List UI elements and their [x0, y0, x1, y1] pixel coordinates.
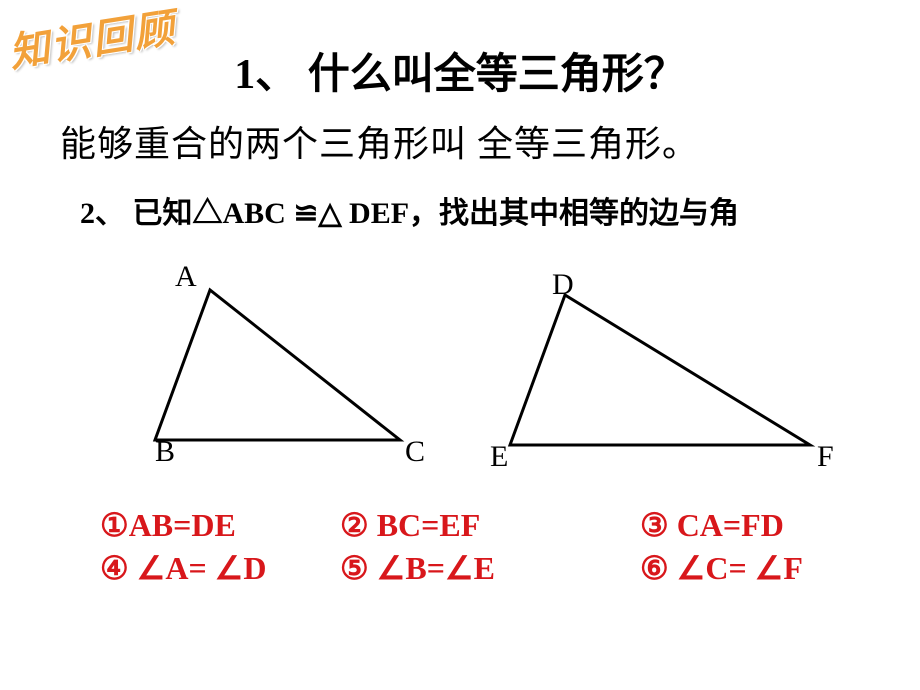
triangles-svg: [0, 260, 920, 490]
vertex-label-d: D: [552, 268, 574, 302]
answer-5: ⑤ ∠B=∠E: [340, 547, 640, 590]
question-2-text: 2、 已知△ABC ≌△ DEF，找出其中相等的边与角: [80, 188, 880, 232]
vertex-label-b: B: [155, 435, 175, 469]
answer-1: ①AB=DE: [100, 504, 340, 547]
triangle-def: [510, 295, 810, 445]
triangles-diagram: A B C D E F: [0, 260, 920, 490]
vertex-label-f: F: [817, 440, 834, 474]
question-1-title: 1、 什么叫全等三角形？: [0, 40, 920, 101]
answers-block: ①AB=DE ② BC=EF ③ CA=FD ④ ∠A= ∠D ⑤ ∠B=∠E …: [100, 504, 860, 590]
answers-row-2: ④ ∠A= ∠D ⑤ ∠B=∠E ⑥ ∠C= ∠F: [100, 547, 860, 590]
vertex-label-c: C: [405, 435, 425, 469]
answer-4: ④ ∠A= ∠D: [100, 547, 340, 590]
answer-3: ③ CA=FD: [640, 504, 860, 547]
answers-row-1: ①AB=DE ② BC=EF ③ CA=FD: [100, 504, 860, 547]
triangle-abc: [155, 290, 400, 440]
vertex-label-a: A: [175, 260, 197, 294]
answer-2: ② BC=EF: [340, 504, 640, 547]
vertex-label-e: E: [490, 440, 508, 474]
definition-text: 能够重合的两个三角形叫 全等三角形。: [60, 115, 880, 167]
answer-6: ⑥ ∠C= ∠F: [640, 547, 860, 590]
